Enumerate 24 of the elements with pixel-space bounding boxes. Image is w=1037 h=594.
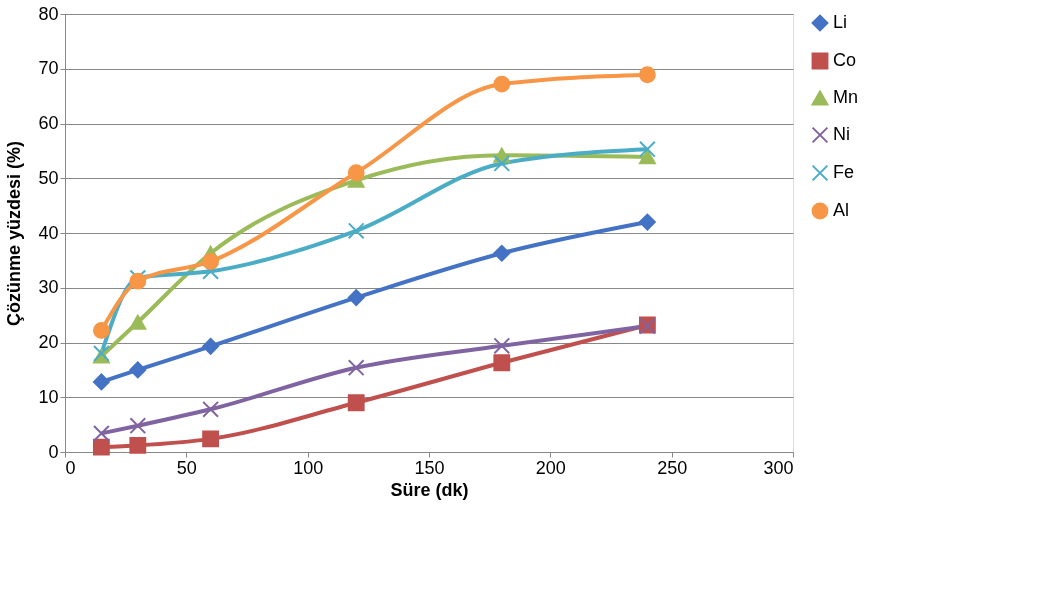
x-tick-label: 250 <box>657 457 688 478</box>
y-tick-label: 20 <box>38 332 59 352</box>
x-axis-title: Süre (dk) <box>390 479 469 500</box>
x-tick-label: 50 <box>176 457 197 478</box>
legend-label: Mn <box>833 87 859 107</box>
x-tick-label: 300 <box>763 457 794 478</box>
x-tick-label: 200 <box>535 457 566 478</box>
y-axis-title: Çözünme yüzdesi (%) <box>4 140 25 327</box>
legend-label: Co <box>833 50 857 70</box>
y-tick-label: 70 <box>38 58 59 79</box>
legend-label: Fe <box>833 162 855 182</box>
y-tick-label: 50 <box>38 167 59 188</box>
legend-label: Ni <box>833 124 850 144</box>
x-tick-label: 150 <box>414 457 445 478</box>
legend-label: Al <box>833 200 850 220</box>
y-tick-label: 80 <box>38 3 59 24</box>
y-tick-label: 60 <box>38 113 59 133</box>
y-tick-label: 30 <box>38 277 59 298</box>
x-tick-label: 0 <box>65 457 76 478</box>
y-tick-label: 0 <box>48 441 59 462</box>
legend-label: Li <box>833 12 848 32</box>
y-tick-label: 40 <box>38 222 59 243</box>
y-tick-label: 10 <box>38 386 59 407</box>
x-tick-label: 100 <box>293 457 324 478</box>
